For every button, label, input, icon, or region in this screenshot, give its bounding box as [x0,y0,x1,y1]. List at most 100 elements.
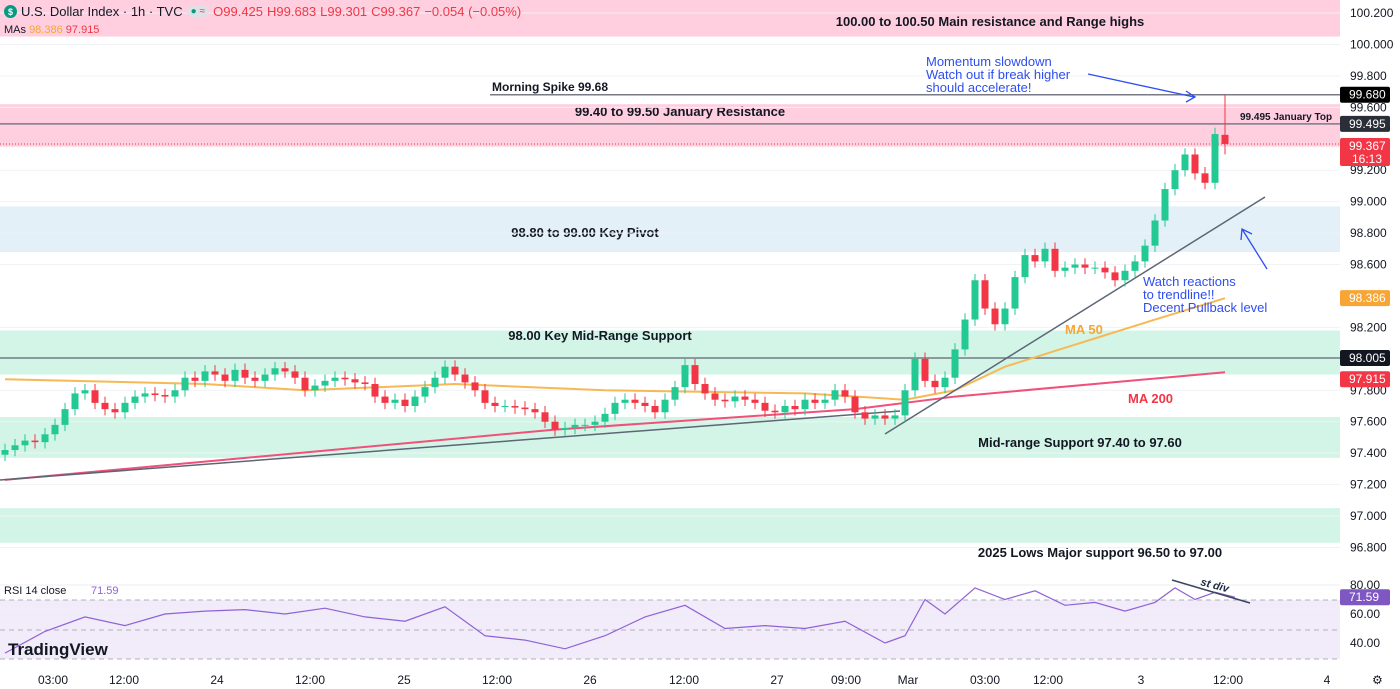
momentum-note: should accelerate! [926,80,1032,95]
candle [651,399,659,419]
candle-body [651,406,659,413]
candle [91,383,99,410]
candle-body [991,308,999,325]
candle [811,393,819,410]
candle-body [821,399,829,403]
market-status-pill[interactable]: ● ≈ [186,6,210,17]
time-tick: 12:00 [1213,673,1243,687]
tradingview-logo[interactable]: TradingView [8,640,108,659]
candle-body [341,377,349,380]
candle-body [171,390,179,397]
candle-body [461,374,469,383]
rsi-tick: 40.00 [1350,636,1380,650]
candle [451,360,459,381]
candle-body [901,390,909,416]
candle [581,418,589,432]
zone-resistance [0,0,1340,37]
candle-body [261,374,269,381]
candle [511,399,519,414]
candle [121,396,129,419]
candle [161,388,169,403]
price-tick: 98.600 [1350,258,1387,272]
price-tick: 99.200 [1350,163,1387,177]
candle [971,273,979,326]
candle [791,399,799,416]
candle [691,358,699,391]
candle [741,390,749,406]
candle-body [1071,264,1079,268]
candle-body [181,377,189,391]
candle-body [591,421,599,425]
price-tick: 98.200 [1350,320,1387,334]
candle-body [331,377,339,381]
candle-body [421,387,429,397]
candle [671,380,679,406]
candle-body [911,358,919,391]
candle [41,428,49,449]
arrow-head-icon [1240,227,1253,241]
divergence-line [1171,579,1251,604]
january-top-label: 99.495 January Top [1240,112,1332,123]
candle [1041,242,1049,268]
candle-body [411,396,419,406]
candle [801,393,809,416]
trendline-upper [884,196,1266,435]
price-label-bg [1340,350,1390,367]
candle-body [81,390,89,394]
candle-body [291,371,299,378]
countdown-label: 16:13 [1352,152,1382,166]
time-tick: 26 [583,673,597,687]
candle [881,409,889,425]
candle [661,393,669,419]
candle-body [841,390,849,397]
candle-body [891,415,899,419]
candle [241,363,249,384]
candle-body [861,412,869,419]
candle-body [1061,267,1069,271]
candle-body [381,396,389,403]
candle-body [871,415,879,419]
candle-body [961,319,969,350]
candle [751,393,759,410]
symbol-title[interactable]: U.S. Dollar Index · 1h · TVC [21,4,183,19]
candle [441,360,449,384]
candle [11,439,19,457]
candle [621,393,629,410]
dollar-logo-icon: $ [4,5,17,18]
time-tick: 12:00 [1033,673,1063,687]
candle [701,377,709,400]
time-tick: 12:00 [669,673,699,687]
candle-body [1031,255,1039,262]
candle [321,374,329,392]
candle-body [681,365,689,388]
candle-body [981,280,989,309]
candle-body [731,396,739,402]
candle [1021,248,1029,284]
candle [771,404,779,419]
candle [211,365,219,381]
ma-legend[interactable]: MAs 98.386 97.915 [4,24,99,36]
candle-body [141,393,149,397]
candle-body [131,396,139,403]
zone-label: 98.80 to 99.00 Key Pivot [511,225,659,240]
candle [71,387,79,416]
candle-body [1101,267,1109,273]
zone-label: Mid-range Support 97.40 to 97.60 [978,435,1182,450]
zone-support [0,330,1340,375]
candle-body [491,402,499,406]
candle-body [41,434,49,443]
trendline-note: to trendline!! [1143,287,1215,302]
candle [171,383,179,403]
time-tick: 12:00 [482,673,512,687]
candle-body [1041,248,1049,262]
candle-body [1181,154,1189,171]
candle-body [701,383,709,394]
candle [21,434,29,452]
candle-body [581,424,589,426]
price-label-value: 97.915 [1349,372,1386,386]
arrow-momentum [1087,73,1195,98]
trendline-note: Watch reactions [1143,274,1236,289]
candle-body [741,396,749,400]
